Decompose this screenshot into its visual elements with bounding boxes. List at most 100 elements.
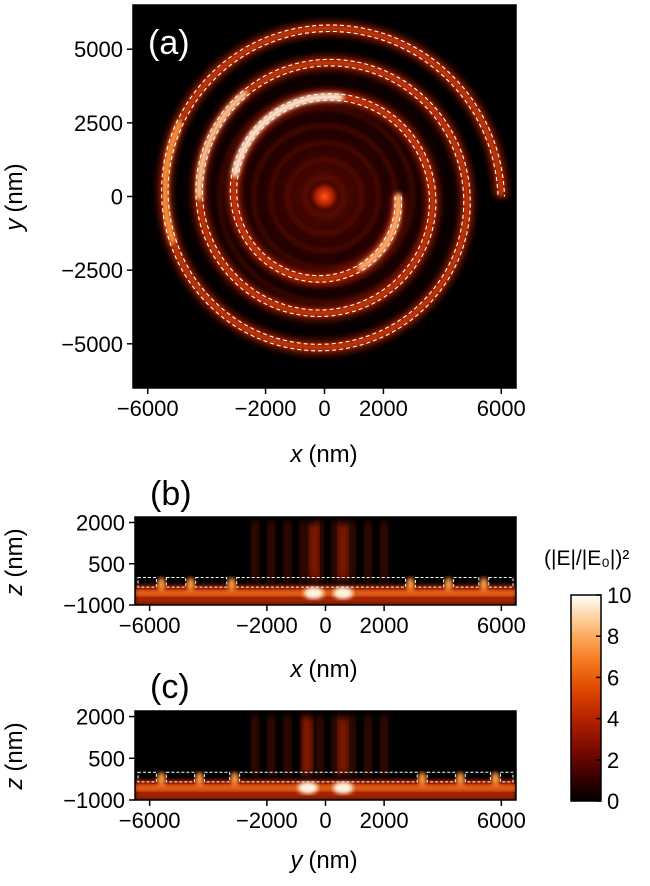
panel-b-ytick-label: 2000 bbox=[76, 511, 125, 536]
panel-c-hot-column bbox=[302, 717, 313, 775]
panel-b-fringe bbox=[283, 521, 292, 582]
panel-b-slab-outline bbox=[453, 577, 480, 588]
panel-b-gap-hotspot bbox=[444, 577, 453, 592]
panel-b-fringe bbox=[315, 521, 324, 582]
panel-a-xlabel-var: x bbox=[289, 441, 303, 468]
panel-c-heatmap bbox=[135, 715, 516, 800]
panel-b-label: (b) bbox=[150, 475, 192, 513]
panel-b-xtick-label: −6000 bbox=[119, 613, 181, 638]
colorbar-tick-label: 0 bbox=[607, 789, 619, 814]
panel-c-gap-hotspot bbox=[456, 772, 465, 787]
panel-b-hot-spot bbox=[303, 587, 324, 600]
panel-c-slab-outline bbox=[165, 771, 195, 783]
panel-c-slab-outline bbox=[239, 771, 418, 783]
panel-c-slab-outline bbox=[203, 771, 231, 783]
panel-b-xlabel: x (nm) bbox=[289, 656, 357, 683]
panel-b-ylabel: z (nm) bbox=[1, 528, 28, 596]
panel-a-xtick-label: −2000 bbox=[235, 396, 297, 421]
panel-a-heatmap bbox=[158, 22, 508, 354]
panel-b-xlabel-unit: (nm) bbox=[308, 656, 357, 683]
panel-b-gap-hotspot bbox=[479, 577, 488, 592]
panel-a-hot-arc bbox=[231, 93, 344, 178]
panel-c-fringe bbox=[251, 715, 260, 777]
panel-c-fringe bbox=[315, 715, 324, 777]
panel-a-ylabel-unit: (nm) bbox=[1, 163, 28, 212]
panel-a-hot-arc bbox=[161, 119, 183, 244]
panel-b-xtick-label: 0 bbox=[319, 613, 331, 638]
panel-a-ripple bbox=[268, 140, 381, 253]
panel-c-xlabel-var: y bbox=[288, 847, 304, 874]
panel-c-slab-outline bbox=[137, 771, 157, 783]
panel-c-hot-spot bbox=[333, 781, 354, 794]
panel-b-slab-outline bbox=[137, 577, 157, 588]
panel-a-ytick-label: 2500 bbox=[74, 111, 123, 136]
panel-c-xtick-label: 6000 bbox=[477, 808, 526, 833]
panel-b-fringe bbox=[331, 521, 340, 582]
panel-a-ytick-label: −5000 bbox=[61, 332, 123, 357]
panel-a-core bbox=[308, 180, 341, 213]
panel-c-xtick-label: 0 bbox=[319, 808, 331, 833]
panel-c-fringe bbox=[380, 715, 389, 777]
panel-c-fringe bbox=[363, 715, 372, 777]
panel-b-ytick-label: 500 bbox=[88, 552, 125, 577]
panel-c-gap-hotspot bbox=[195, 772, 204, 787]
panel-b-xtick-label: −2000 bbox=[236, 613, 298, 638]
panel-c-slab-outline bbox=[464, 771, 491, 783]
colorbar-tick-label: 2 bbox=[607, 748, 619, 773]
colorbar-tick-label: 6 bbox=[607, 665, 619, 690]
colorbar-ticks: 0 2 4 6 8 10 bbox=[596, 583, 631, 814]
panel-a-xlabel-unit: (nm) bbox=[308, 441, 357, 468]
panel-a-ytick-label: −2500 bbox=[61, 258, 123, 283]
panel-b-hot-column bbox=[308, 523, 319, 580]
panel-c-ytick-label: −1000 bbox=[63, 788, 125, 813]
panel-a-hot-arc bbox=[357, 193, 402, 271]
panel-b-slab-outline bbox=[236, 577, 406, 588]
panel-a-ytick-label: 0 bbox=[111, 185, 123, 210]
panel-c-xtick-label: −6000 bbox=[119, 808, 181, 833]
panel-a-axes: −6000 −2000 0 2000 6000 5000 2500 0 −2500 −5000 bbox=[61, 4, 526, 421]
panel-a-xtick-label: 6000 bbox=[477, 396, 526, 421]
panel-a-ripple bbox=[302, 174, 347, 219]
panel-b-fringe bbox=[380, 521, 389, 582]
panel-c-substrate-line bbox=[135, 784, 516, 791]
panel-c-hot-column bbox=[338, 717, 349, 775]
panel-a-label: (a) bbox=[148, 24, 190, 62]
panel-b-fringe bbox=[267, 521, 276, 582]
panel-a-xtick-label: 2000 bbox=[359, 396, 408, 421]
panel-c-gap-hotspot bbox=[491, 772, 500, 787]
panel-a-hot-arc bbox=[196, 90, 248, 200]
colorbar-label: (|E|/|E₀|)² bbox=[544, 547, 629, 570]
panel-a-ripple bbox=[285, 157, 364, 236]
panel-c-xtick-label: 2000 bbox=[360, 808, 409, 833]
panel-c-slab-outline bbox=[426, 771, 456, 783]
panel-b-fringe bbox=[363, 521, 372, 582]
panel-b-substrate-line bbox=[135, 590, 516, 597]
panel-c-fringe bbox=[283, 715, 292, 777]
colorbar-gradient bbox=[570, 594, 602, 802]
panel-b-gap-hotspot bbox=[157, 577, 166, 592]
panel-a-xtick-label: −6000 bbox=[117, 396, 179, 421]
panel-c-fringe bbox=[267, 715, 276, 777]
panel-b-slab-outline bbox=[488, 577, 514, 588]
panel-b-gap-hotspot bbox=[406, 577, 415, 592]
panel-a-ylabel: y (nm) bbox=[1, 163, 28, 232]
panel-c-ylabel-var: z bbox=[1, 778, 28, 791]
panel-a: (a) −6000 −2000 0 2000 6000 5000 2500 0 −2500 −50… bbox=[1, 4, 526, 468]
panel-b-gap-hotspot bbox=[227, 577, 236, 592]
panel-c-ytick-label: 500 bbox=[88, 746, 125, 771]
panel-c-hot-spot bbox=[297, 781, 318, 794]
panel-b-fringe bbox=[299, 521, 308, 582]
panel-c-ytick-label: 2000 bbox=[76, 705, 125, 730]
panel-b-ylabel-unit: (nm) bbox=[1, 528, 28, 577]
panel-b-hot-column bbox=[338, 523, 349, 580]
panel-c-fringe bbox=[347, 715, 356, 777]
colorbar-tick-label: 4 bbox=[607, 707, 619, 732]
panel-c-xlabel-unit: (nm) bbox=[308, 847, 357, 874]
panel-b-slab-outline bbox=[414, 577, 445, 588]
panel-c-axes: −6000 −2000 0 2000 6000 2000 500 −1000 bbox=[63, 705, 526, 833]
panel-c-gap-hotspot bbox=[230, 772, 239, 787]
panel-b-fringe bbox=[347, 521, 356, 582]
